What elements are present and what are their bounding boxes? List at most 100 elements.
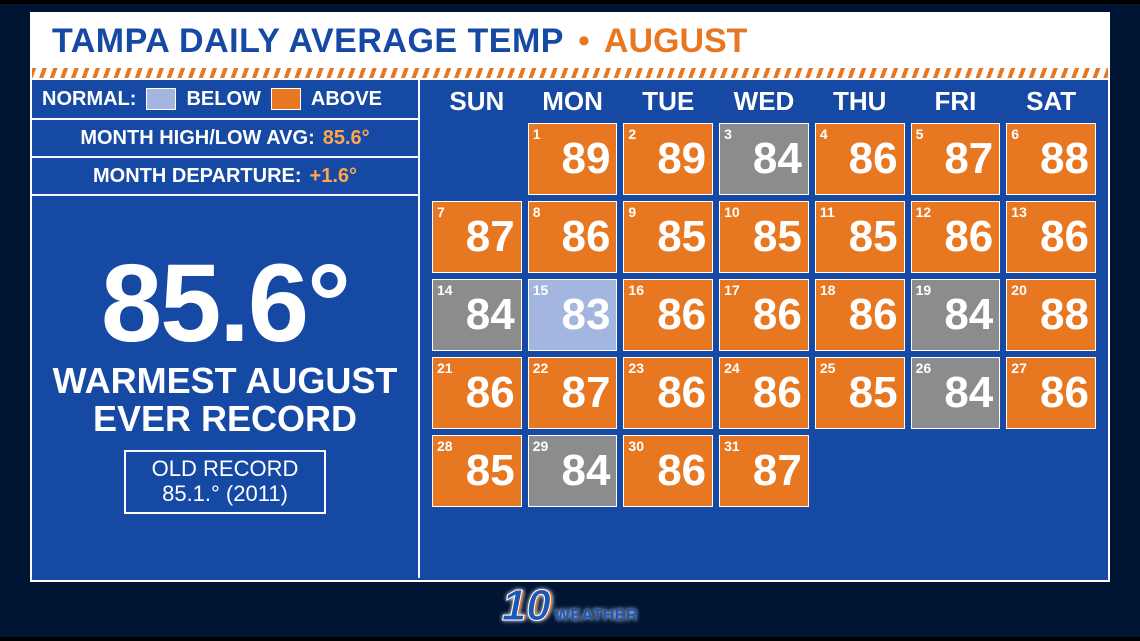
day-number: 25 (820, 360, 836, 376)
day-temp: 84 (944, 371, 993, 415)
day-temp: 86 (1040, 371, 1089, 415)
day-temp: 86 (561, 215, 610, 259)
dow-label: SAT (1006, 86, 1096, 117)
day-temp: 86 (657, 449, 706, 493)
calendar-day: 1085 (719, 201, 809, 273)
day-number: 14 (437, 282, 453, 298)
dow-label: THU (815, 86, 905, 117)
day-number: 28 (437, 438, 453, 454)
headline-block: 85.6° WARMEST AUGUST EVER RECORD OLD REC… (32, 196, 418, 578)
legend-row: NORMAL: BELOW ABOVE (32, 80, 418, 120)
calendar-day: 2984 (528, 435, 618, 507)
calendar-day: 2287 (528, 357, 618, 429)
calendar-day: 1185 (815, 201, 905, 273)
day-temp: 86 (657, 293, 706, 337)
calendar-day: 1686 (623, 279, 713, 351)
day-number: 20 (1011, 282, 1027, 298)
day-temp: 84 (466, 293, 515, 337)
day-number: 21 (437, 360, 453, 376)
day-number: 13 (1011, 204, 1027, 220)
high-low-value: 85.6° (323, 127, 370, 150)
calendar-day: 1786 (719, 279, 809, 351)
high-low-label: MONTH HIGH/LOW AVG: (80, 127, 314, 150)
day-number: 8 (533, 204, 541, 220)
dow-label: MON (528, 86, 618, 117)
day-number: 12 (916, 204, 932, 220)
calendar-day: 2786 (1006, 357, 1096, 429)
calendar-grid: 1892893844865876887878869851085118512861… (432, 123, 1096, 507)
dow-label: WED (719, 86, 809, 117)
day-number: 18 (820, 282, 836, 298)
day-temp: 85 (466, 449, 515, 493)
day-number: 9 (628, 204, 636, 220)
above-swatch (271, 88, 301, 110)
day-temp: 85 (657, 215, 706, 259)
day-temp: 86 (753, 371, 802, 415)
day-number: 30 (628, 438, 644, 454)
dow-label: SUN (432, 86, 522, 117)
calendar-day: 1984 (911, 279, 1001, 351)
calendar-day: 1583 (528, 279, 618, 351)
title-separator-dot: • (578, 24, 590, 58)
day-temp: 89 (561, 137, 610, 181)
calendar-day: 24 86 (719, 357, 809, 429)
calendar-day: 8 86 (528, 201, 618, 273)
station-logo: 10 WEATHER (502, 581, 638, 631)
departure-label: MONTH DEPARTURE: (93, 165, 302, 188)
day-temp: 85 (849, 371, 898, 415)
calendar-day: 2684 (911, 357, 1001, 429)
legend-above: ABOVE (311, 88, 382, 111)
day-number: 15 (533, 282, 549, 298)
day-number: 1 (533, 126, 541, 142)
calendar-blank (432, 123, 522, 195)
logo-word: WEATHER (555, 607, 638, 625)
dow-row: SUNMONTUEWEDTHUFRISAT (432, 86, 1096, 117)
day-temp: 86 (944, 215, 993, 259)
day-number: 6 (1011, 126, 1019, 142)
weather-panel: TAMPA DAILY AVERAGE TEMP • AUGUST NORMAL… (30, 12, 1110, 582)
logo-number: 10 (502, 581, 551, 631)
calendar-day: 3 84 (719, 123, 809, 195)
day-temp: 86 (466, 371, 515, 415)
old-record-box: OLD RECORD 85.1.° (2011) (124, 450, 327, 515)
calendar-day: 3187 (719, 435, 809, 507)
day-number: 3 (724, 126, 732, 142)
day-number: 24 (724, 360, 740, 376)
stat-departure: MONTH DEPARTURE: +1.6° (32, 158, 418, 196)
calendar-day: 9 85 (623, 201, 713, 273)
day-temp: 84 (753, 137, 802, 181)
day-temp: 87 (561, 371, 610, 415)
calendar-day: 12 86 (911, 201, 1001, 273)
old-record-label: OLD RECORD (152, 456, 299, 481)
old-record-value: 85.1.° (2011) (162, 481, 288, 506)
day-temp: 87 (753, 449, 802, 493)
day-temp: 86 (849, 137, 898, 181)
calendar-day: 2088 (1006, 279, 1096, 351)
day-temp: 86 (657, 371, 706, 415)
day-number: 11 (820, 204, 835, 220)
departure-value: +1.6° (310, 165, 357, 188)
day-number: 2 (628, 126, 636, 142)
calendar-day: 25 85 (815, 357, 905, 429)
day-temp: 88 (1040, 293, 1089, 337)
calendar-day: 28 85 (432, 435, 522, 507)
day-temp: 84 (944, 293, 993, 337)
calendar-day: 1886 (815, 279, 905, 351)
calendar-day: 23 86 (623, 357, 713, 429)
dow-label: FRI (911, 86, 1001, 117)
calendar-column: SUNMONTUEWEDTHUFRISAT 189289384486587688… (420, 80, 1108, 578)
day-temp: 85 (753, 215, 802, 259)
stat-high-low: MONTH HIGH/LOW AVG: 85.6° (32, 120, 418, 158)
day-temp: 87 (944, 137, 993, 181)
below-swatch (146, 88, 176, 110)
left-column: NORMAL: BELOW ABOVE MONTH HIGH/LOW AVG: … (32, 80, 420, 578)
day-temp: 83 (561, 293, 610, 337)
day-temp: 84 (561, 449, 610, 493)
day-temp: 89 (657, 137, 706, 181)
calendar-day: 30 86 (623, 435, 713, 507)
calendar-day: 13 86 (1006, 201, 1096, 273)
day-number: 17 (724, 282, 740, 298)
day-temp: 86 (1040, 215, 1089, 259)
calendar-day: 486 (815, 123, 905, 195)
day-number: 23 (628, 360, 644, 376)
